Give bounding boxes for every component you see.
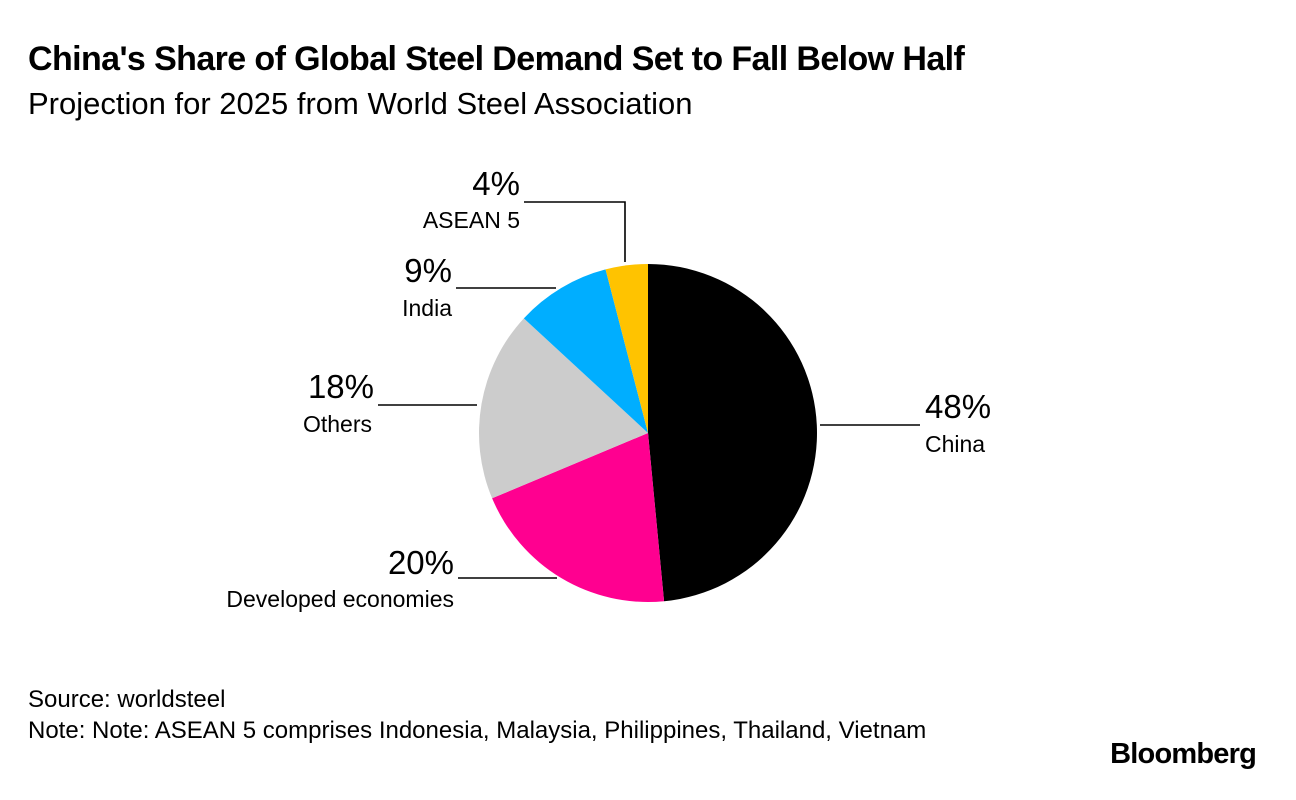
pie-slice-asean-5 xyxy=(605,264,648,433)
pie-slice-india xyxy=(523,269,648,433)
slice-category-label: Others xyxy=(303,411,372,437)
chart-footer: Source: worldsteel Note: Note: ASEAN 5 c… xyxy=(28,684,958,746)
slice-category-label: ASEAN 5 xyxy=(423,207,520,233)
pie-slice-china xyxy=(648,264,817,602)
slice-value-label: 20% xyxy=(388,544,454,581)
slice-value-label: 4% xyxy=(472,165,520,202)
bloomberg-logo: Bloomberg xyxy=(1110,738,1257,770)
pie-slice-others xyxy=(479,318,648,499)
slice-category-label: India xyxy=(402,295,452,321)
source-note: Source: worldsteel xyxy=(28,686,226,713)
slice-value-label: 48% xyxy=(925,388,991,425)
footnote: Note: Note: ASEAN 5 comprises Indonesia,… xyxy=(28,717,927,744)
slice-value-label: 9% xyxy=(404,252,452,289)
pie-slices xyxy=(479,264,817,602)
slice-value-label: 18% xyxy=(308,368,374,405)
chart-subtitle: Projection for 2025 from World Steel Ass… xyxy=(28,86,693,121)
slice-labels: 48% China 20% Developed economies 18% Others 9… xyxy=(226,165,991,612)
slice-category-label: China xyxy=(925,431,985,457)
pie-slice-developed-economies xyxy=(492,433,665,602)
chart-title: China's Share of Global Steel Demand Set… xyxy=(28,40,965,78)
slice-category-label: Developed economies xyxy=(226,586,454,612)
leader-line xyxy=(524,201,626,262)
